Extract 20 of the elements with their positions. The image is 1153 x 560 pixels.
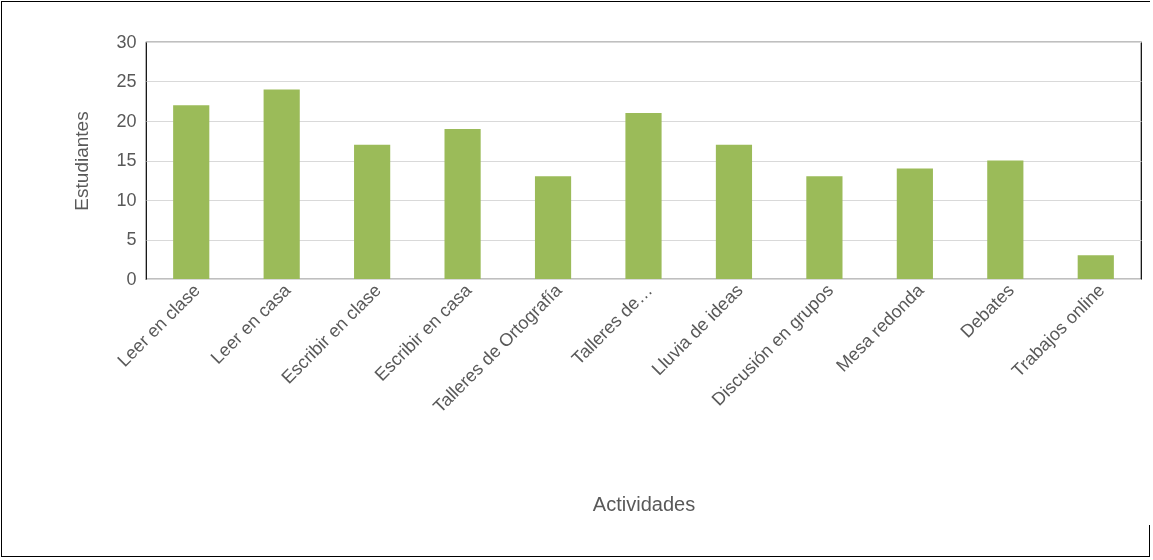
bar [354,144,391,279]
bar [806,176,843,279]
bar [444,128,481,279]
bar [263,89,300,279]
y-axis-title: Estudiantes [71,111,93,211]
bar [1077,255,1114,279]
bar [625,113,662,279]
y-tick-label: 30 [116,31,137,52]
y-tick-label: 15 [116,150,137,170]
x-axis-title: Actividades [592,492,696,515]
y-tick-label: 5 [126,229,137,249]
y-tick-label: 10 [116,189,137,210]
bar [896,168,933,279]
bar [987,160,1024,279]
y-tick-label: 0 [126,268,137,289]
bar [173,105,210,279]
y-tick-label: 20 [116,110,137,131]
bar [715,144,753,279]
bar [534,176,572,279]
y-tick-label: 25 [116,71,137,91]
